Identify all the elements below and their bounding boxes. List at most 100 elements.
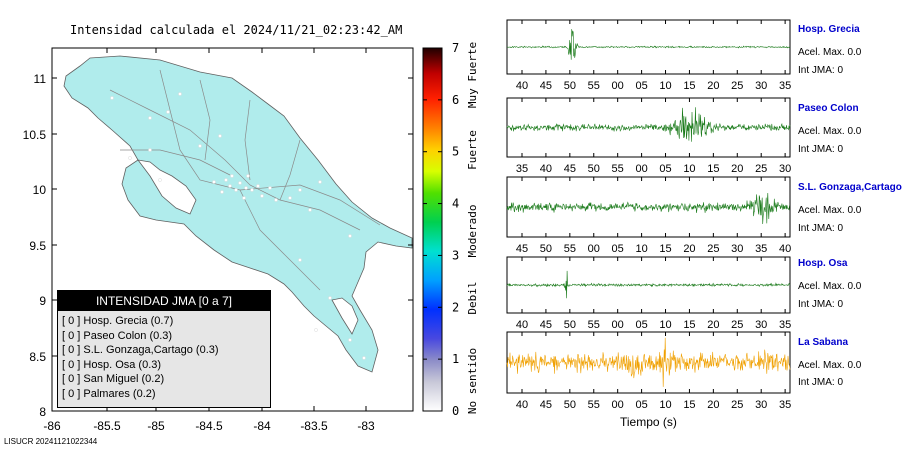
golfo-dulce (331, 297, 359, 335)
waveform-panel: 35 40 45 50 55 00 05 10 15 20 25 30 (506, 97, 791, 175)
city-dot (178, 92, 182, 96)
waveform-tick-label: 30 (731, 243, 743, 255)
waveform-tick-label: 55 (588, 399, 600, 411)
road-line (239, 189, 321, 291)
waveform-tick-label: 15 (659, 243, 671, 255)
colorbar-tick-label: 4 (452, 197, 459, 211)
road-line (120, 149, 231, 176)
waveform-tick-label: 25 (731, 319, 743, 331)
city-dot (298, 258, 302, 262)
city-dot (246, 174, 250, 178)
waveform-tick-label: 20 (707, 319, 719, 331)
waveform-trace (506, 192, 790, 225)
waveform-panel: 40 45 50 55 00 05 10 15 20 25 30 35 (506, 331, 791, 411)
city-dot (348, 234, 352, 238)
city-dot (244, 186, 248, 190)
waveform-tick-label: 55 (564, 243, 576, 255)
city-dot (218, 134, 222, 138)
intensity-legend: INTENSIDAD JMA [0 a 7] [ 0 ] Hosp. Greci… (57, 290, 271, 408)
city-dot (362, 356, 366, 360)
waveform-panel: 40 45 50 55 00 05 10 15 20 25 30 35 (506, 256, 791, 331)
waveform-tick-label: 00 (635, 163, 647, 175)
waveform-tick-label: 05 (612, 243, 624, 255)
waveform-tick-label: 05 (635, 319, 647, 331)
colorbar-category-label: No sentido (466, 348, 479, 414)
waveform-tick-label: 15 (683, 319, 695, 331)
city-dot (238, 181, 242, 185)
colorbar-tick-label: 1 (452, 352, 459, 366)
waveform-frame (506, 176, 791, 238)
country-land (63, 55, 413, 373)
station-acel: Acel. Max. 0.0 (798, 360, 862, 371)
waveform-tick-label: 15 (683, 80, 695, 92)
x-tick-label: -83.5 (300, 419, 328, 433)
waveform-tick-label: 05 (635, 80, 647, 92)
station-int: Int JMA: 0 (798, 144, 844, 155)
waveform-tick-label: 50 (564, 80, 576, 92)
waveform-tick-label: 20 (731, 163, 743, 175)
city-dot (288, 196, 292, 200)
waveform-tick-label: 55 (612, 163, 624, 175)
waveform-tick-label: 30 (755, 399, 767, 411)
city-dot (158, 178, 162, 182)
colorbar-category-label: Muy Fuerte (466, 42, 479, 108)
x-tick-label: -85.5 (93, 419, 121, 433)
legend-item: [ 0 ] S.L. Gonzaga,Cartago (0.3) (62, 344, 219, 357)
waveform-panel: 40 45 50 55 00 05 10 15 20 25 30 35 (506, 19, 791, 92)
waveform-tick-label: 05 (635, 399, 647, 411)
station-name: Hosp. Grecia (798, 24, 860, 35)
colorbar-tick-label: 7 (452, 41, 459, 55)
colorbar-category-label: Debil (466, 281, 479, 314)
city-dot (348, 338, 352, 342)
waveform-tick-label: 20 (707, 399, 719, 411)
colorbar-tick-label: 5 (452, 145, 459, 159)
city-dot (212, 180, 216, 184)
y-tick-label: 10.5 (23, 128, 47, 142)
city-dot (314, 328, 318, 332)
city-dot (250, 188, 254, 192)
station-name: Paseo Colon (798, 103, 859, 114)
waveform-tick-label: 50 (564, 319, 576, 331)
city-dot (234, 188, 238, 192)
waveform-tick-label: 45 (564, 163, 576, 175)
waveform-tick-label: 45 (540, 319, 552, 331)
y-tick-label: 11 (34, 72, 47, 86)
x-tick-label: -83 (357, 419, 375, 433)
city-dot (274, 198, 278, 202)
station-int: Int JMA: 0 (798, 65, 844, 76)
city-dot (260, 194, 264, 198)
city-dot (242, 196, 246, 200)
waveform-trace (506, 337, 791, 387)
waveform-tick-label: 35 (779, 319, 791, 331)
map-frame (51, 47, 414, 412)
city-dot (228, 184, 232, 188)
waveform-tick-label: 50 (564, 399, 576, 411)
x-axis-title: Tiempo (s) (620, 415, 677, 429)
y-tick-label: 8 (39, 405, 46, 419)
road-line (109, 89, 361, 231)
station-name: Hosp. Osa (798, 258, 848, 269)
city-dot (256, 184, 260, 188)
city-dot (230, 174, 234, 178)
waveform-tick-label: 20 (683, 243, 695, 255)
station-acel: Acel. Max. 0.0 (798, 126, 862, 137)
city-dot (148, 148, 152, 152)
waveform-tick-label: 00 (612, 399, 624, 411)
city-dot (318, 180, 322, 184)
waveform-tick-label: 00 (588, 243, 600, 255)
colorbar-tick-label: 2 (452, 300, 459, 314)
colorbar-tick-label: 3 (452, 248, 459, 262)
waveform-tick-label: 55 (588, 319, 600, 331)
road-line (199, 79, 211, 161)
waveform-tick-label: 25 (731, 80, 743, 92)
waveform-tick-label: 00 (612, 80, 624, 92)
waveform-tick-label: 10 (635, 243, 647, 255)
city-dot (328, 296, 332, 300)
waveform-tick-label: 55 (588, 80, 600, 92)
colorbar-category-label: Fuerte (466, 130, 479, 170)
legend-title: INTENSIDAD JMA [0 a 7] (58, 291, 270, 311)
x-tick-label: -86 (43, 419, 61, 433)
waveform-tick-label: 25 (707, 243, 719, 255)
waveform-tick-label: 40 (516, 80, 528, 92)
